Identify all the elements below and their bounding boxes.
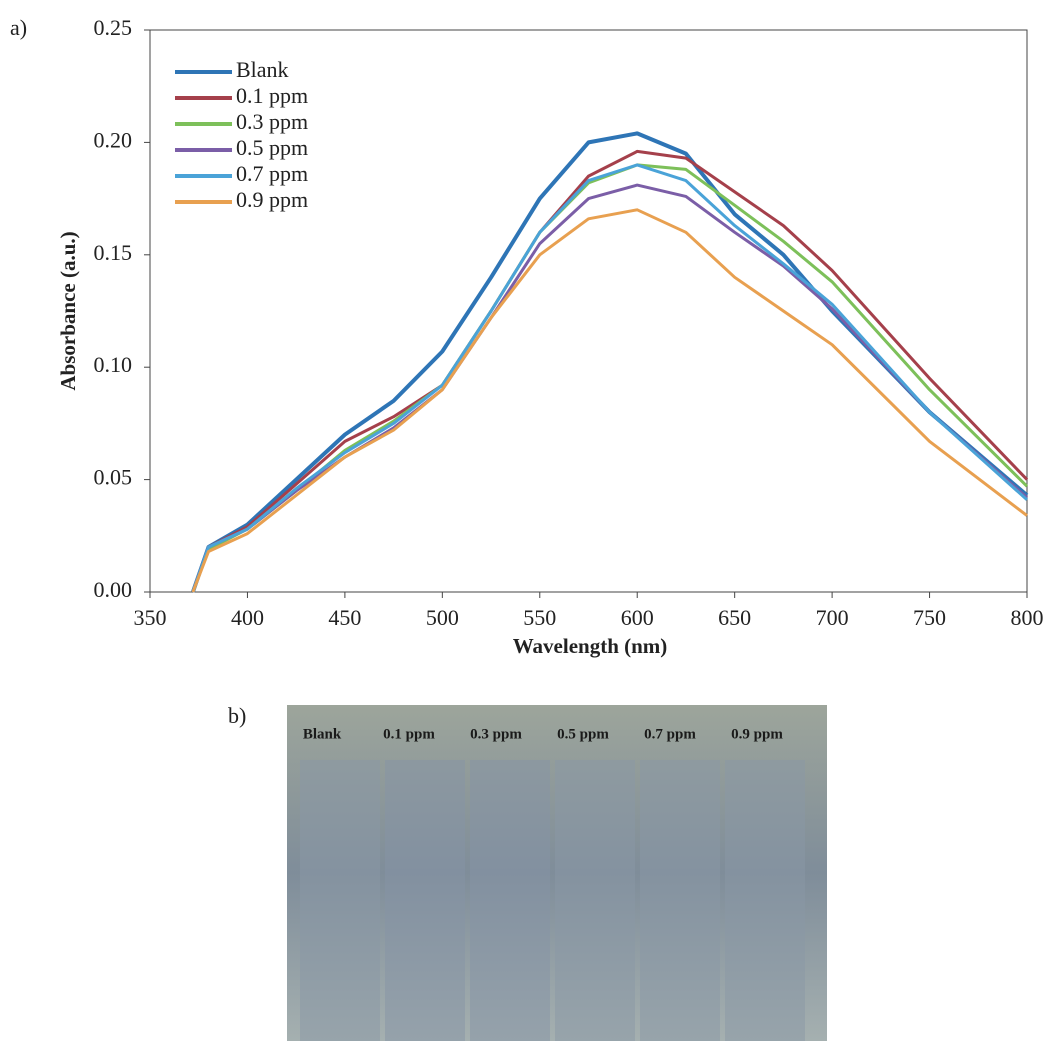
x-tick-label: 800 xyxy=(1011,605,1044,630)
panel-label: a) xyxy=(10,15,27,40)
vial-label: 0.3 ppm xyxy=(470,726,522,742)
legend-label: 0.5 ppm xyxy=(236,135,308,160)
y-tick-label: 0.25 xyxy=(94,15,133,40)
x-tick-label: 400 xyxy=(231,605,264,630)
x-tick-label: 750 xyxy=(913,605,946,630)
photo-panel: b) xyxy=(228,703,827,1041)
vial xyxy=(470,760,550,1041)
series-line xyxy=(191,131,1029,593)
vial xyxy=(640,760,720,1041)
x-tick-label: 450 xyxy=(328,605,361,630)
x-tick-label: 600 xyxy=(621,605,654,630)
vial xyxy=(725,760,805,1041)
panel-label: b) xyxy=(228,703,246,728)
x-axis-title: Wavelength (nm) xyxy=(513,634,668,658)
y-tick-label: 0.20 xyxy=(94,127,133,152)
series-line xyxy=(191,208,1028,593)
x-tick-label: 350 xyxy=(134,605,167,630)
vial xyxy=(385,760,465,1041)
legend-label: 0.3 ppm xyxy=(236,109,308,134)
y-axis-title: Absorbance (a.u.) xyxy=(56,231,80,390)
vial-label: 0.9 ppm xyxy=(731,726,783,742)
vial xyxy=(300,760,380,1041)
legend-label: 0.7 ppm xyxy=(236,161,308,186)
x-tick-label: 700 xyxy=(816,605,849,630)
x-tick-label: 500 xyxy=(426,605,459,630)
series-line xyxy=(191,163,1029,593)
y-tick-label: 0.05 xyxy=(94,465,133,490)
series-line xyxy=(191,149,1029,593)
legend-label: 0.9 ppm xyxy=(236,187,308,212)
y-tick-label: 0.10 xyxy=(94,352,133,377)
vial-label: 0.1 ppm xyxy=(383,726,435,742)
x-tick-label: 550 xyxy=(523,605,556,630)
plot-frame xyxy=(149,29,1028,593)
vial xyxy=(555,760,635,1041)
series-line xyxy=(191,183,1028,593)
legend-label: 0.1 ppm xyxy=(236,83,308,108)
y-tick-label: 0.00 xyxy=(94,577,133,602)
vial-label: 0.7 ppm xyxy=(644,726,696,742)
series-line xyxy=(191,163,1029,593)
vial-label: Blank xyxy=(303,726,342,742)
vial-label: 0.5 ppm xyxy=(557,726,609,742)
legend-label: Blank xyxy=(236,57,289,82)
x-tick-label: 650 xyxy=(718,605,751,630)
y-tick-label: 0.15 xyxy=(94,240,133,265)
